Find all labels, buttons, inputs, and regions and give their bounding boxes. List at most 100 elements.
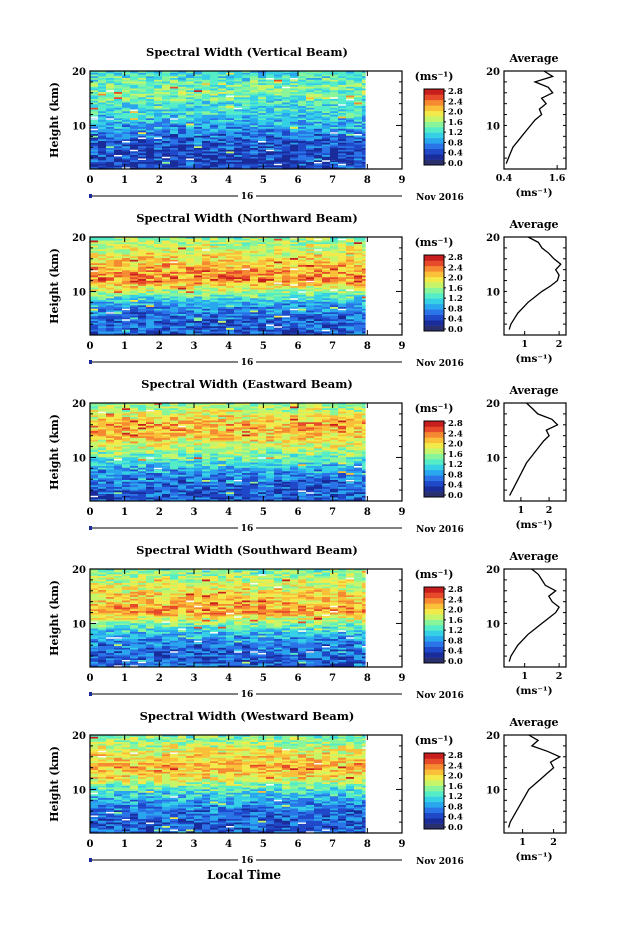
heatmap-cell [306, 78, 315, 81]
heatmap-cell [210, 127, 219, 130]
heatmap-cell [178, 258, 187, 261]
heatmap-cell [234, 296, 243, 299]
heatmap-cell [170, 120, 179, 123]
heatmap-cell [298, 266, 307, 269]
heatmap-cell [194, 114, 203, 117]
heatmap-cell [250, 315, 259, 318]
heatmap-cell [362, 432, 366, 435]
heatmap-cell [154, 420, 163, 423]
heatmap-cell [330, 422, 339, 425]
heatmap-cell [258, 432, 267, 435]
heatmap-cell [90, 331, 99, 334]
heatmap-cell [210, 324, 219, 327]
heatmap-cell [210, 146, 219, 149]
heatmap-cell [354, 266, 363, 269]
heatmap-cell [170, 254, 179, 257]
heatmap-cell [242, 123, 251, 126]
heatmap-cell [314, 270, 323, 273]
heatmap-cell [154, 102, 163, 105]
heatmap-cell [194, 432, 203, 435]
heatmap-cell [98, 258, 107, 261]
heatmap-cell [298, 289, 307, 292]
heatmap-cell [146, 305, 155, 308]
heatmap-cell [346, 118, 355, 121]
heatmap-cell [330, 141, 339, 144]
data-gap [346, 289, 360, 291]
heatmap-cell [98, 287, 107, 290]
heatmap-cell [210, 279, 219, 282]
heatmap-cell [146, 238, 155, 241]
heatmap-cell [314, 261, 323, 264]
heatmap-cell [362, 90, 366, 93]
heatmap-cell [234, 284, 243, 287]
heatmap-cell [218, 431, 227, 434]
heatmap-cell [226, 294, 235, 297]
day-label: 16 [241, 192, 254, 202]
heatmap-cell [226, 125, 235, 128]
heatmap-cell [282, 120, 291, 123]
heatmap-cell [234, 99, 243, 102]
heatmap-cell [306, 95, 315, 98]
heatmap-cell [210, 413, 219, 416]
heatmap-cell [266, 279, 275, 282]
heatmap-cell [170, 155, 179, 158]
heatmap-cell [330, 149, 339, 152]
heatmap-cell [218, 88, 227, 91]
heatmap-cell [250, 123, 259, 126]
heatmap-cell [194, 434, 203, 437]
heatmap-cell [290, 116, 299, 119]
heatmap-cell [234, 305, 243, 308]
heatmap-cell [258, 76, 267, 79]
heatmap-cell [306, 135, 315, 138]
heatmap-cell [106, 251, 115, 254]
heatmap-cell [186, 279, 195, 282]
heatmap-cell [274, 314, 283, 317]
heatmap-cell [354, 280, 363, 283]
heatmap-cell [202, 425, 211, 428]
heatmap-cell [226, 72, 235, 75]
heatmap-cell [282, 439, 291, 442]
heatmap-cell [234, 324, 243, 327]
heatmap-cell [170, 404, 179, 407]
heatmap-cell [210, 258, 219, 261]
heatmap-cell [178, 245, 187, 248]
heatmap-cell [290, 310, 299, 313]
heatmap-cell [298, 237, 307, 240]
heatmap-cell [330, 411, 339, 414]
heatmap-cell [274, 303, 283, 306]
heatmap-cell [338, 324, 347, 327]
heatmap-cell [202, 404, 211, 407]
heatmap-cell [266, 417, 275, 420]
heatmap-cell [154, 429, 163, 432]
heatmap-cell [242, 144, 251, 147]
heatmap-cell [362, 256, 366, 259]
heatmap-cell [282, 106, 291, 109]
heatmap-cell [362, 237, 366, 240]
heatmap-cell [130, 324, 139, 327]
data-gap [242, 268, 256, 270]
heatmap-cell [186, 116, 195, 119]
heatmap-cell [314, 432, 323, 435]
heatmap-cell [250, 146, 259, 149]
heatmap-cell [338, 242, 347, 245]
heatmap-cell [122, 249, 131, 252]
heatmap-cell [338, 158, 347, 161]
heatmap-cell [306, 286, 315, 289]
heatmap-cell [346, 296, 355, 299]
heatmap-cell [138, 240, 147, 243]
heatmap-cell [186, 411, 195, 414]
heatmap-cell [178, 114, 187, 117]
heatmap-cell [250, 99, 259, 102]
heatmap-cell [330, 160, 339, 163]
heatmap-cell [202, 410, 211, 413]
heatmap-cell [322, 438, 331, 441]
heatmap-cell [114, 81, 123, 84]
heatmap-cell [130, 307, 139, 310]
heatmap-cell [226, 251, 235, 254]
heatmap-cell [138, 121, 147, 124]
heatmap-cell [306, 90, 315, 93]
heatmap-cell [194, 120, 203, 123]
heatmap-cell [346, 72, 355, 75]
heatmap-cell [186, 298, 195, 301]
heatmap-cell [282, 118, 291, 121]
